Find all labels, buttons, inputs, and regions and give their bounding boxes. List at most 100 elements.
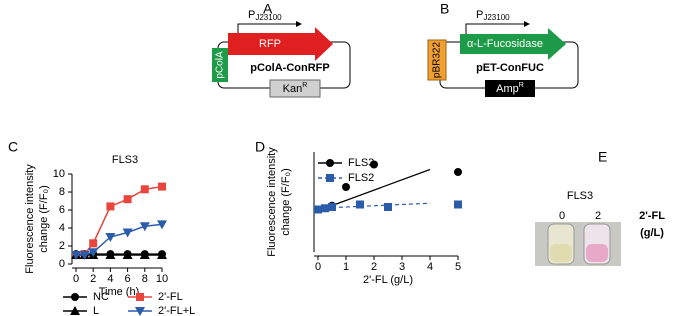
x-tick-label: 2 xyxy=(90,273,96,285)
marker xyxy=(321,204,329,213)
panel-label: E xyxy=(598,149,607,165)
legend-label: FLS2 xyxy=(348,172,374,184)
panel-e: E FLS3 0 2 2'-FL (g/L) xyxy=(535,149,665,266)
marker xyxy=(70,306,80,315)
gene: RFP xyxy=(259,38,281,50)
y-tick-label: 4 xyxy=(59,222,65,234)
origin-box xyxy=(212,48,228,82)
marker xyxy=(71,293,79,301)
marker xyxy=(139,222,150,232)
y-axis-label: change (F/F₀) xyxy=(38,185,50,253)
marker xyxy=(326,174,334,182)
condition: 2 xyxy=(595,210,601,222)
condition-label: 2'-FL xyxy=(639,210,665,222)
marker xyxy=(122,250,133,259)
marker xyxy=(384,203,392,211)
gene-arrow xyxy=(460,28,566,60)
promoter: PJ23100 xyxy=(248,9,282,22)
legend-label: 2'-FL xyxy=(158,291,183,303)
x-tick-label: 4 xyxy=(107,273,113,285)
marker xyxy=(157,220,167,230)
marker xyxy=(136,293,144,301)
x-tick-label: 8 xyxy=(142,273,148,285)
x-axis-label: Time (h) xyxy=(99,286,140,298)
x-tick-label: 0 xyxy=(73,273,79,285)
marker xyxy=(326,159,334,167)
marker xyxy=(122,228,133,238)
photo-title: FLS3 xyxy=(567,190,593,202)
tube-liquid xyxy=(550,244,572,262)
marker xyxy=(158,182,166,191)
x-tick-label: 4 xyxy=(427,261,433,273)
x-tick-label: 0 xyxy=(315,261,321,273)
marker xyxy=(139,250,150,259)
panel-label: A xyxy=(263,1,273,17)
y-tick-label: 2 xyxy=(59,240,65,252)
marker xyxy=(157,250,167,259)
marker-box xyxy=(485,80,535,97)
series-line xyxy=(76,223,163,256)
y-tick-label: 10 xyxy=(53,168,65,180)
marker xyxy=(370,160,378,169)
panel-label: D xyxy=(255,139,265,155)
marker xyxy=(342,183,350,191)
marker: AmpR xyxy=(496,82,524,95)
gene-arrow xyxy=(228,27,333,61)
legend-label: 2'-FL+L xyxy=(158,305,195,316)
x-tick-label: 2 xyxy=(371,261,377,273)
legend-label: L xyxy=(93,305,99,316)
condition-label: (g/L) xyxy=(640,227,664,239)
tube-liquid xyxy=(586,244,608,262)
plasmid-name: pET-ConFUC xyxy=(476,62,544,74)
y-tick-label: 0 xyxy=(59,258,65,270)
x-tick-label: 1 xyxy=(343,261,349,273)
marker: KanR xyxy=(283,82,308,95)
marker xyxy=(79,251,90,260)
y-tick-label: 8 xyxy=(59,186,65,198)
marker xyxy=(89,239,98,248)
promoter: PJ23100 xyxy=(476,9,510,22)
marker xyxy=(314,205,322,214)
marker xyxy=(105,250,116,259)
marker xyxy=(105,233,116,242)
chart-title: FLS3 xyxy=(112,154,138,166)
panel-label: C xyxy=(8,139,18,155)
fit-line xyxy=(317,168,431,212)
marker xyxy=(88,248,99,258)
legend-label: FLS3 xyxy=(348,157,374,169)
y-tick-label: 6 xyxy=(59,204,65,216)
fit-line xyxy=(317,202,431,209)
gene: α-L-Fucosidase xyxy=(467,38,543,50)
x-tick-label: 10 xyxy=(156,273,168,285)
marker xyxy=(71,251,81,260)
marker xyxy=(454,200,462,209)
marker xyxy=(454,168,462,176)
panel-a: A PJ23100 RFP pColA pColA-ConRFP KanR xyxy=(212,1,351,98)
plasmid-name: pColA-ConRFP xyxy=(250,62,329,74)
y-axis-label: Fluorescence intensity xyxy=(266,147,278,257)
legend-label: NC xyxy=(93,291,109,303)
arrow-head xyxy=(524,21,530,27)
y-axis-label: Fluorescence intensity xyxy=(24,164,36,274)
arrow-head xyxy=(296,21,302,27)
y-axis-label: change (F/F₀) xyxy=(280,168,292,236)
marker xyxy=(123,195,132,204)
marker xyxy=(328,203,336,211)
origin-box xyxy=(427,39,447,81)
marker xyxy=(106,202,115,211)
marker xyxy=(140,185,149,194)
marker xyxy=(135,307,145,316)
series-line xyxy=(75,185,163,256)
origin: pBR322 xyxy=(432,41,443,78)
x-tick-label: 6 xyxy=(125,273,131,285)
condition: 0 xyxy=(559,210,565,222)
panel-label: B xyxy=(440,1,449,17)
x-axis-label: 2'-FL (g/L) xyxy=(363,274,413,286)
x-tick-label: 5 xyxy=(455,261,461,273)
panel-b: B PJ23100 α-L-Fucosidase pBR322 pET-ConF… xyxy=(427,1,579,97)
marker xyxy=(356,200,364,209)
marker-box xyxy=(269,79,321,98)
origin: pColA xyxy=(215,51,226,79)
